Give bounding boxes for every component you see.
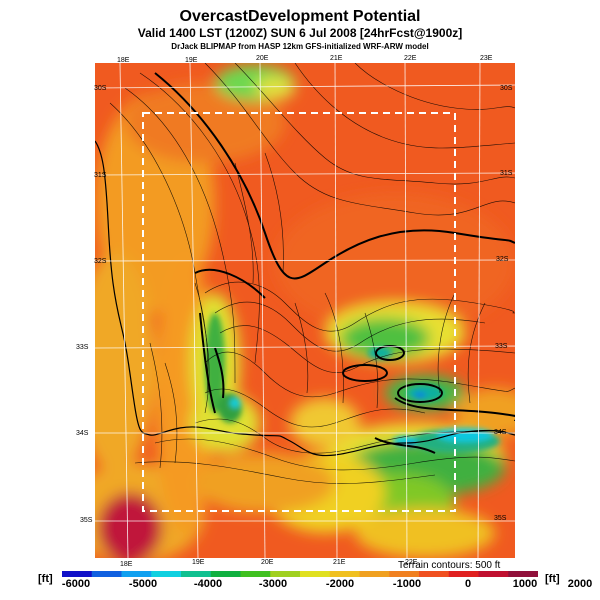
- colorbar-tick-label: -6000: [61, 578, 91, 590]
- lon-label-bottom: 20E: [261, 559, 274, 566]
- map-title: OvercastDevelopment Potential: [179, 8, 421, 25]
- coastline: [95, 140, 515, 457]
- colorbar-swatch: [270, 571, 301, 577]
- lat-label-right: 35S: [494, 515, 507, 522]
- colorbar-swatch: [389, 571, 420, 577]
- lat-label-left: 30S: [94, 85, 107, 92]
- colorbar-swatch: [419, 571, 450, 577]
- colorbar-swatch: [121, 571, 152, 577]
- lon-label-top: 22E: [404, 55, 417, 62]
- valid-time: Valid 1400 LST (1200Z) SUN 6 Jul 2008 [2…: [137, 26, 463, 40]
- colorbar-unit-left: [ft]: [38, 573, 53, 585]
- lon-label-bottom: 19E: [192, 559, 205, 566]
- colorbar-swatch: [240, 571, 271, 577]
- colorbar-tick-label: -4000: [193, 578, 223, 590]
- colorbar-swatch: [478, 571, 509, 577]
- colorbar-tick-label: -3000: [258, 578, 288, 590]
- lat-label-right: 32S: [496, 256, 509, 263]
- lat-label-left: 32S: [94, 258, 107, 265]
- colorbar-tick-label: -2000: [325, 578, 355, 590]
- lat-lon-grid: [95, 63, 515, 558]
- overcast-potential-map: [95, 63, 515, 558]
- colorbar-swatch: [91, 571, 122, 577]
- colorbar-swatch: [181, 571, 212, 577]
- model-credit: DrJack BLIPMAP from HASP 12km GFS-initia…: [171, 42, 429, 51]
- lon-label-top: 19E: [185, 57, 198, 64]
- lon-label-top: 21E: [330, 55, 343, 62]
- colorbar-swatch: [151, 571, 182, 577]
- color-field: [95, 63, 515, 558]
- terrain-contours: [109, 63, 515, 484]
- colorbar-swatch: [448, 571, 479, 577]
- lon-label-bottom: 21E: [333, 559, 346, 566]
- lat-label-right: 30S: [500, 85, 513, 92]
- lat-label-left: 34S: [76, 430, 89, 437]
- lon-label-bottom: 18E: [120, 561, 133, 568]
- colorbar-tick-label: -1000: [392, 578, 422, 590]
- lon-label-bottom: 22E: [405, 559, 418, 566]
- lon-label-top: 18E: [117, 57, 130, 64]
- colorbar: [62, 571, 538, 577]
- terrain-contour-note: Terrain contours: 500 ft: [398, 560, 501, 571]
- major-contours: [154, 72, 515, 454]
- lon-label-top: 20E: [256, 55, 269, 62]
- colorbar-swatch: [359, 571, 390, 577]
- colorbar-tick-label: 0: [464, 578, 472, 590]
- lat-label-left: 35S: [80, 517, 93, 524]
- lon-label-top: 23E: [480, 55, 493, 62]
- lat-label-right: 34S: [494, 429, 507, 436]
- colorbar-swatch: [210, 571, 241, 577]
- colorbar-swatch: [508, 571, 538, 577]
- colorbar-unit-right: [ft]: [545, 573, 560, 585]
- colorbar-tick-label: -5000: [128, 578, 158, 590]
- lat-label-left: 31S: [94, 172, 107, 179]
- colorbar-tick-label: 1000: [512, 578, 538, 590]
- colorbar-swatch: [300, 571, 331, 577]
- lat-label-right: 31S: [500, 170, 513, 177]
- colorbar-tick-label: 2000: [567, 578, 593, 590]
- lat-label-right: 33S: [495, 343, 508, 350]
- colorbar-swatch: [62, 571, 93, 577]
- lat-label-left: 33S: [76, 344, 89, 351]
- inner-domain-boundary: [142, 112, 456, 512]
- colorbar-swatch: [329, 571, 360, 577]
